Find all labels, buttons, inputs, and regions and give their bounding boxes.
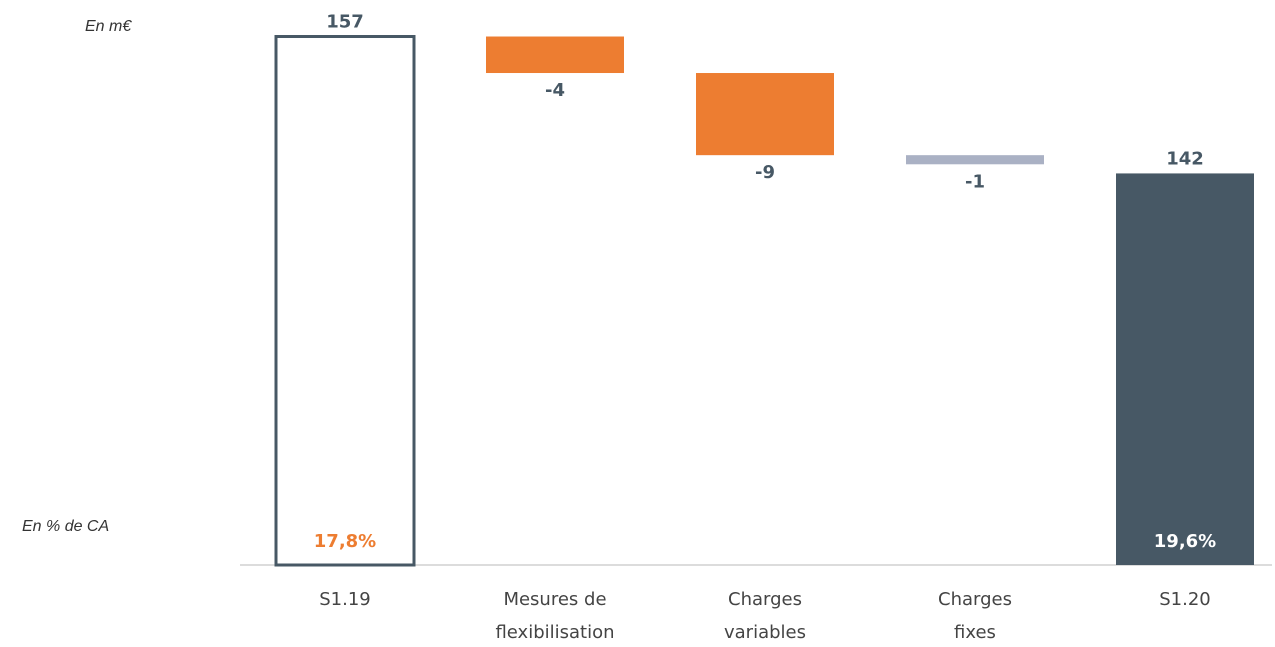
value-label: -9 [755,162,775,183]
value-label: -4 [545,80,565,101]
percent-label: 17,8% [314,531,376,552]
bar [906,155,1044,165]
x-tick-label: Charges fixes [938,589,1012,643]
value-label: -1 [965,171,985,192]
x-tick-line: fixes [954,622,996,643]
x-tick-line: S1.20 [1159,589,1211,610]
x-tick-line: flexibilisation [495,622,614,643]
x-tick-label: Mesures de flexibilisation [495,589,614,643]
percent-label: 19,6% [1154,531,1216,552]
bar [1116,173,1254,566]
value-label: 142 [1166,148,1204,169]
bar [696,73,834,156]
x-tick-label: S1.19 [319,589,371,610]
x-tick-line: Charges [938,589,1012,610]
bar [486,36,624,74]
unit-note: En m€ [85,18,132,35]
bar [274,35,416,567]
value-label: 157 [326,12,364,33]
percent-note: En % de CA [22,518,109,535]
x-tick-label: Charges variables [724,589,806,643]
x-tick-line: variables [724,622,806,643]
x-tick-line: Mesures de [503,589,606,610]
x-tick-label: S1.20 [1159,589,1211,610]
x-tick-line: S1.19 [319,589,371,610]
x-tick-line: Charges [728,589,802,610]
